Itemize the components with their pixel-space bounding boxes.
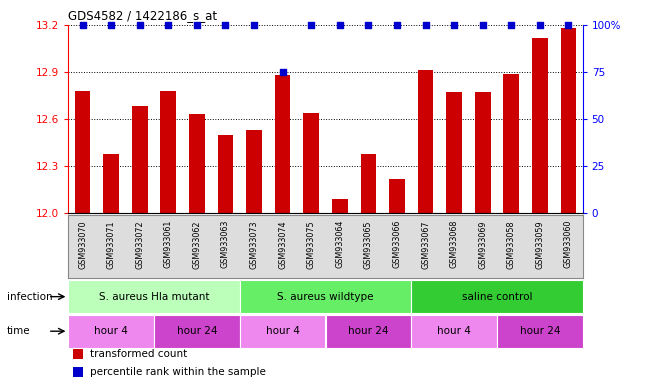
Bar — [154, 315, 240, 348]
Bar — [303, 113, 319, 213]
Bar — [68, 315, 154, 348]
Bar — [132, 106, 148, 213]
Text: GSM933063: GSM933063 — [221, 220, 230, 268]
Point — [77, 22, 88, 28]
Text: GSM933061: GSM933061 — [164, 220, 173, 268]
Text: GSM933074: GSM933074 — [278, 220, 287, 269]
Bar — [246, 130, 262, 213]
Text: saline control: saline control — [462, 291, 532, 302]
Bar — [497, 315, 583, 348]
Bar — [74, 349, 83, 359]
Text: GSM933065: GSM933065 — [364, 220, 373, 269]
Bar — [217, 135, 233, 213]
Text: GSM933069: GSM933069 — [478, 220, 487, 269]
Bar — [75, 91, 90, 213]
Point — [191, 22, 202, 28]
Bar — [189, 114, 205, 213]
Bar — [68, 280, 240, 313]
Text: transformed count: transformed count — [90, 349, 187, 359]
Text: hour 4: hour 4 — [437, 326, 471, 336]
Text: GSM933070: GSM933070 — [78, 220, 87, 269]
Point — [306, 22, 316, 28]
Bar — [532, 38, 547, 213]
Text: GSM933073: GSM933073 — [249, 220, 258, 269]
Bar — [475, 93, 490, 213]
Point — [135, 22, 145, 28]
Text: GSM933062: GSM933062 — [193, 220, 201, 269]
Bar — [104, 154, 119, 213]
Point — [249, 22, 259, 28]
Point — [477, 22, 488, 28]
Text: GSM933060: GSM933060 — [564, 220, 573, 268]
Text: hour 4: hour 4 — [94, 326, 128, 336]
Point — [163, 22, 174, 28]
Bar — [332, 199, 348, 213]
Bar — [275, 75, 290, 213]
Bar — [411, 315, 497, 348]
Text: infection: infection — [7, 291, 52, 302]
Bar — [240, 315, 326, 348]
Point — [534, 22, 545, 28]
Point — [506, 22, 516, 28]
Text: GSM933075: GSM933075 — [307, 220, 316, 269]
Text: GSM933058: GSM933058 — [506, 220, 516, 269]
Bar — [161, 91, 176, 213]
Point — [421, 22, 431, 28]
Text: GSM933066: GSM933066 — [393, 220, 402, 268]
Text: S. aureus Hla mutant: S. aureus Hla mutant — [99, 291, 210, 302]
Bar — [561, 28, 576, 213]
Text: hour 4: hour 4 — [266, 326, 299, 336]
Point — [449, 22, 459, 28]
Point — [392, 22, 402, 28]
Text: GSM933059: GSM933059 — [535, 220, 544, 269]
Point — [220, 22, 230, 28]
Text: GSM933064: GSM933064 — [335, 220, 344, 268]
Text: GSM933071: GSM933071 — [107, 220, 116, 269]
Text: GSM933068: GSM933068 — [450, 220, 458, 268]
Text: GSM933067: GSM933067 — [421, 220, 430, 269]
Point — [335, 22, 345, 28]
Text: hour 24: hour 24 — [348, 326, 389, 336]
Text: S. aureus wildtype: S. aureus wildtype — [277, 291, 374, 302]
Text: hour 24: hour 24 — [519, 326, 560, 336]
Point — [106, 22, 117, 28]
Text: time: time — [7, 326, 30, 336]
Bar — [446, 93, 462, 213]
Bar — [240, 280, 411, 313]
Bar — [503, 74, 519, 213]
Text: hour 24: hour 24 — [176, 326, 217, 336]
Bar — [361, 154, 376, 213]
Bar — [389, 179, 405, 213]
Point — [363, 22, 374, 28]
Point — [563, 22, 574, 28]
Bar — [418, 70, 434, 213]
Text: GSM933072: GSM933072 — [135, 220, 145, 269]
Point — [277, 69, 288, 75]
Text: GDS4582 / 1422186_s_at: GDS4582 / 1422186_s_at — [68, 9, 217, 22]
Bar — [74, 367, 83, 377]
Bar — [326, 315, 411, 348]
Text: percentile rank within the sample: percentile rank within the sample — [90, 367, 266, 377]
Bar — [411, 280, 583, 313]
